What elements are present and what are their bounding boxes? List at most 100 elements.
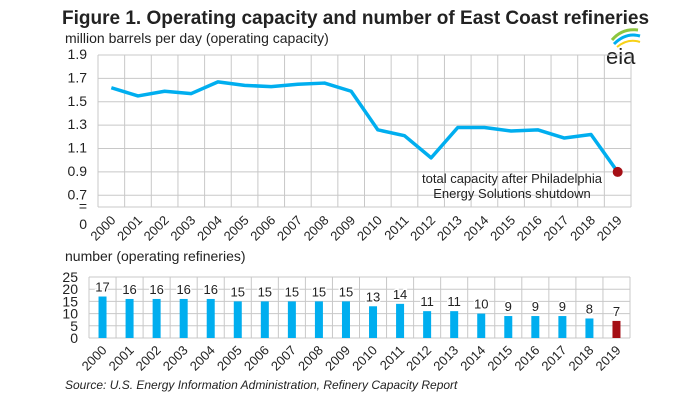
- x-tick-label: 2018: [565, 343, 596, 374]
- x-tick-label: 2011: [381, 213, 411, 243]
- x-tick-label: 2000: [87, 213, 118, 244]
- x-tick-label: 2001: [114, 213, 145, 244]
- bar-chart-grid: [88, 276, 631, 339]
- x-tick-label: 2008: [295, 343, 326, 374]
- bar-data-label: 15: [231, 284, 245, 299]
- y-tick-label: 1.3: [68, 116, 88, 132]
- y-tick-label: 15: [62, 293, 78, 309]
- bar-2018: [585, 318, 594, 338]
- x-tick-label: 2002: [141, 213, 172, 244]
- y-tick-label: 5: [70, 318, 78, 334]
- y-tick-label: 1.9: [68, 46, 88, 62]
- y-tick-label: 25: [62, 269, 78, 285]
- x-tick-label: 2009: [327, 213, 358, 244]
- x-tick-label: 2011: [377, 343, 407, 373]
- line-chart-grid: [97, 54, 632, 208]
- bar-series: 17 16 16 16 16 15 15 15 15 15 13 14 11 11 10 9 9 9 8 7: [94, 278, 622, 338]
- bar-2003: [179, 298, 188, 338]
- bar-2017: [558, 316, 567, 338]
- x-tick-label: 2016: [514, 213, 545, 244]
- source-note: Source: U.S. Energy Information Administ…: [65, 378, 458, 392]
- y-tick-label: 0: [70, 330, 78, 346]
- bar-2015: [504, 316, 513, 338]
- bar-2010: [369, 306, 378, 338]
- x-tick-label: 2003: [160, 343, 191, 374]
- bar-2008: [314, 301, 323, 338]
- bar-data-label: 15: [258, 284, 272, 299]
- bar-data-label: 15: [339, 284, 353, 299]
- y-tick-label: 10: [62, 306, 78, 322]
- y-tick-label: 1.7: [68, 69, 88, 85]
- x-tick-label: 2005: [214, 343, 245, 374]
- x-tick-label: 2004: [194, 213, 225, 244]
- bar-2001: [125, 298, 134, 338]
- bar-data-label: 11: [447, 294, 461, 309]
- x-tick-label: 2013: [430, 343, 461, 374]
- y-tick-label: 20: [62, 281, 78, 297]
- x-tick-label: 2015: [484, 343, 515, 374]
- x-tick-label: 2012: [407, 213, 438, 244]
- bar-2014: [477, 313, 486, 338]
- x-tick-label: 2000: [79, 343, 110, 374]
- x-tick-label: 2019: [593, 343, 624, 374]
- bar-2006: [260, 301, 269, 338]
- x-tick-label: 2017: [540, 213, 571, 244]
- x-tick-label: 2007: [274, 213, 305, 244]
- bar-data-label: 16: [176, 282, 190, 297]
- bar-2016: [531, 316, 540, 338]
- bar-2009: [341, 301, 350, 338]
- x-tick-label: 2014: [457, 343, 488, 374]
- bar-ylabel: number (operating refineries): [65, 248, 246, 264]
- x-tick-label: 2013: [434, 213, 465, 244]
- x-tick-label: 2017: [538, 343, 569, 374]
- bar-data-label: 16: [149, 282, 163, 297]
- bar-data-label: 17: [95, 280, 109, 295]
- x-tick-label: 2010: [349, 343, 380, 374]
- x-tick-label: 2014: [460, 213, 491, 244]
- x-tick-label: 2005: [221, 213, 252, 244]
- y-tick-label: 0.9: [68, 163, 88, 179]
- bar-data-label: 9: [532, 299, 539, 314]
- bar-x-axis: 2000200120022003200420052006200720082009…: [79, 343, 624, 374]
- bar-data-label: 15: [285, 284, 299, 299]
- bar-data-label: 10: [474, 297, 488, 312]
- x-tick-label: 2016: [511, 343, 542, 374]
- x-tick-label: 2010: [354, 213, 385, 244]
- eia-logo: eia: [606, 28, 641, 69]
- annotation-line-1: total capacity after Philadelphia: [422, 171, 603, 186]
- line-x-axis: 2000200120022003200420052006200720082009…: [87, 213, 624, 244]
- y-tick-label: =: [79, 198, 87, 214]
- x-tick-label: 2015: [487, 213, 518, 244]
- y-tick-label: 0: [79, 216, 87, 232]
- x-tick-label: 2018: [567, 213, 598, 244]
- bar-2000: [98, 296, 107, 338]
- x-tick-label: 2019: [594, 213, 625, 244]
- bar-2012: [423, 311, 432, 338]
- annotation-line-2: Energy Solutions shutdown: [433, 186, 591, 201]
- bar-data-label: 16: [122, 282, 136, 297]
- x-tick-label: 2012: [403, 343, 434, 374]
- x-tick-label: 2008: [301, 213, 332, 244]
- x-tick-label: 2006: [247, 213, 278, 244]
- line-ylabel: million barrels per day (operating capac…: [65, 30, 329, 46]
- y-tick-label: 1.1: [68, 140, 88, 156]
- x-tick-label: 2001: [106, 343, 137, 374]
- bar-data-label: 13: [366, 289, 380, 304]
- x-tick-label: 2004: [187, 343, 218, 374]
- bar-2007: [287, 301, 296, 338]
- x-tick-label: 2002: [133, 343, 164, 374]
- 2019-capacity-point: [612, 166, 623, 177]
- eia-logo-text: eia: [606, 44, 636, 69]
- x-tick-label: 2007: [268, 343, 299, 374]
- bar-data-label: 14: [393, 287, 407, 302]
- bar-2002: [152, 298, 161, 338]
- bar-data-label: 9: [559, 299, 566, 314]
- x-tick-label: 2006: [241, 343, 272, 374]
- bar-data-label: 11: [420, 294, 434, 309]
- capacity-line: [110, 80, 620, 173]
- y-tick-label: 0.7: [68, 186, 88, 202]
- bar-data-label: 7: [613, 304, 620, 319]
